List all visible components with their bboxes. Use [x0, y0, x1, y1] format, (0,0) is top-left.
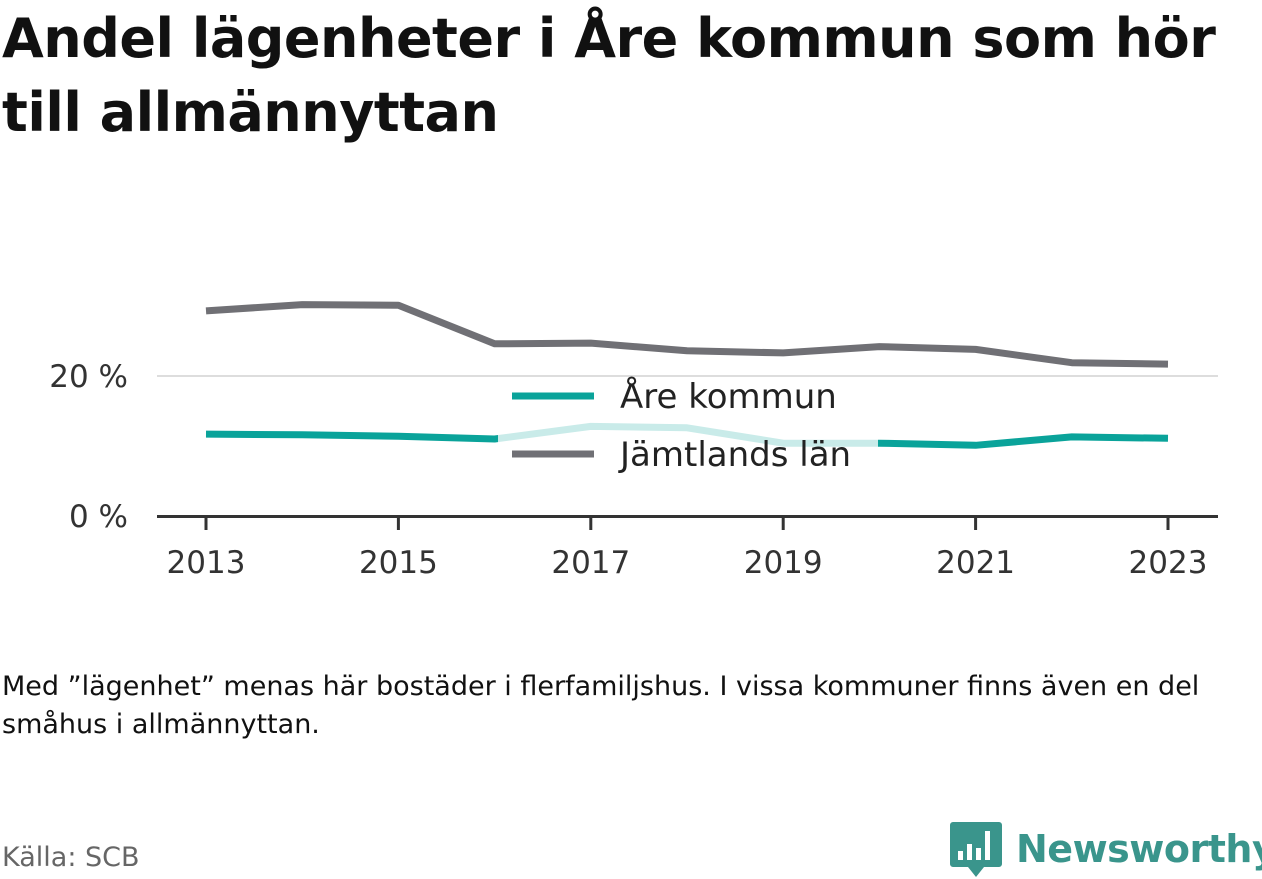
newsworthy-logo-icon	[950, 822, 1002, 877]
x-tick-label: 2017	[551, 545, 630, 581]
y-axis-labels: 0 % 20 %	[49, 359, 128, 535]
legend: Åre kommun Jämtlands län	[498, 376, 878, 485]
y-tick-label: 20 %	[49, 359, 128, 395]
x-tick-label: 2015	[359, 545, 438, 581]
legend-label: Åre kommun	[620, 376, 837, 417]
series-line-1	[205, 301, 1169, 368]
source-label: Källa: SCB	[2, 842, 140, 873]
newsworthy-logo[interactable]: Newsworthy	[950, 820, 1262, 878]
line-chart: 2013 2015 2017 2019 2021 2023 0 % 20 % Åre kom…	[49, 301, 1218, 581]
y-tick-label: 0 %	[69, 499, 128, 535]
chart-title: Andel lägenheter i Åre kommun som hör ti…	[2, 7, 1216, 144]
brand-name: Newsworthy	[1016, 827, 1262, 871]
x-tick-label: 2019	[744, 545, 823, 581]
x-axis: 2013 2015 2017 2019 2021 2023	[157, 515, 1218, 581]
x-tick-label: 2021	[936, 545, 1015, 581]
chart-note: Med ”lägenhet” menas här bostäder i fler…	[2, 671, 1200, 740]
x-tick-label: 2023	[1129, 545, 1208, 581]
x-tick-label: 2013	[167, 545, 246, 581]
legend-label: Jämtlands län	[618, 435, 851, 475]
